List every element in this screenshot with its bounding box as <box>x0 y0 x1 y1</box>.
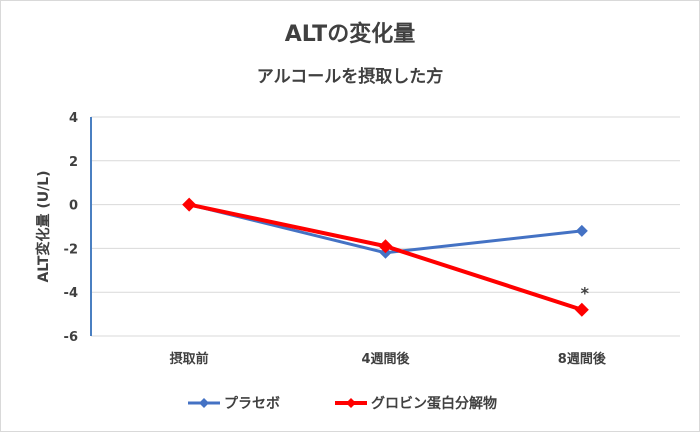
y-tick-label: -6 <box>64 330 78 345</box>
y-tick-label: 2 <box>69 155 78 170</box>
significance-marker: * <box>581 284 590 303</box>
legend-swatch-marker <box>346 398 356 408</box>
x-tick-label: 摂取前 <box>170 351 209 367</box>
data-point <box>182 197 197 212</box>
y-tick-label: 4 <box>69 111 78 126</box>
data-point <box>575 224 588 237</box>
y-axis-label: ALT変化量 (U/L) <box>35 170 52 282</box>
x-tick-label: 8週間後 <box>558 351 607 367</box>
legend-label: グロビン蛋白分解物 <box>371 395 497 412</box>
x-tick-label: 4週間後 <box>361 351 410 367</box>
chart-subtitle: アルコールを摂取した方 <box>256 67 444 87</box>
y-tick-label: 0 <box>69 199 78 214</box>
data-point <box>378 239 393 254</box>
y-tick-label: -2 <box>64 242 78 257</box>
y-tick-label: -4 <box>64 286 78 301</box>
legend-swatch-marker <box>199 398 209 408</box>
data-point <box>574 302 589 317</box>
chart-title: ALTの変化量 <box>284 22 416 47</box>
legend-label: プラセボ <box>224 396 280 412</box>
